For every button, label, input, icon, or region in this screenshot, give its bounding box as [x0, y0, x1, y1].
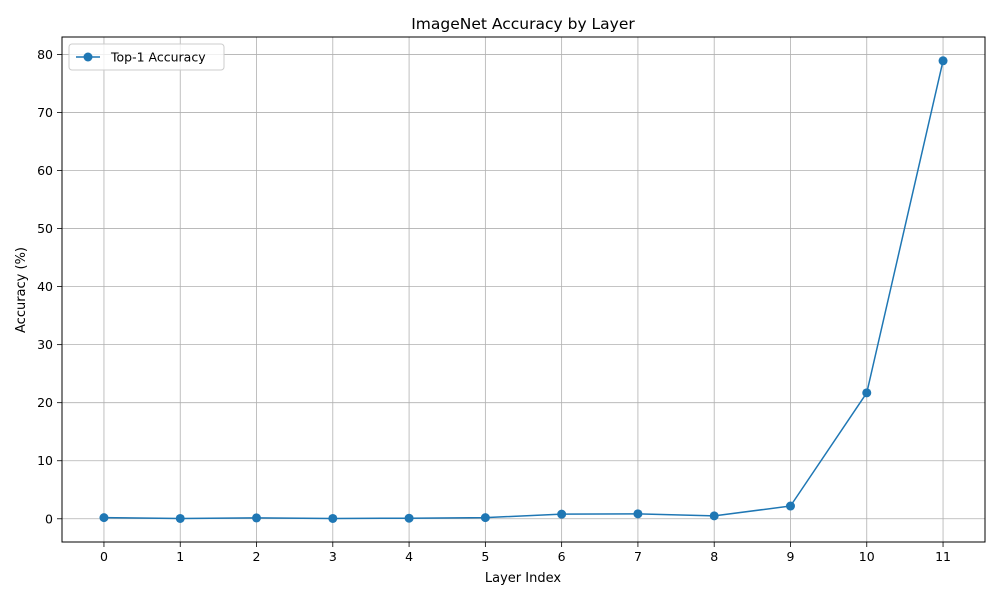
data-point [862, 388, 872, 398]
data-point [633, 509, 643, 519]
x-axis-ticks: 0 1 2 3 4 5 6 7 8 9 10 11 [100, 542, 951, 564]
x-tick-label: 10 [859, 549, 875, 564]
y-tick-label: 20 [37, 395, 53, 410]
x-tick-label: 5 [481, 549, 489, 564]
series-line [103, 60, 944, 520]
data-point [99, 513, 109, 523]
data-point [252, 513, 262, 523]
data-point [938, 56, 948, 66]
y-tick-label: 10 [37, 453, 53, 468]
x-tick-label: 11 [935, 549, 951, 564]
y-tick-label: 70 [37, 105, 53, 120]
x-axis-label: Layer Index [485, 571, 561, 586]
x-tick-label: 1 [176, 549, 184, 564]
y-tick-label: 40 [37, 279, 53, 294]
legend-box [68, 43, 225, 71]
legend-marker-swatch [83, 52, 93, 62]
legend: Top-1 Accuracy [68, 43, 225, 71]
chart-title: ImageNet Accuracy by Layer [411, 15, 635, 33]
data-point [480, 513, 490, 523]
y-axis-ticks: 0 10 20 30 40 50 60 70 80 [37, 47, 62, 526]
y-tick-label: 0 [45, 511, 53, 526]
data-point [328, 513, 338, 523]
y-axis-label: Accuracy (%) [14, 247, 29, 333]
legend-entry-top-1-accuracy: Top-1 Accuracy [110, 50, 206, 65]
x-tick-label: 6 [558, 549, 566, 564]
x-tick-label: 9 [787, 549, 795, 564]
x-tick-label: 3 [329, 549, 337, 564]
data-point [785, 501, 795, 511]
x-tick-label: 4 [405, 549, 413, 564]
x-tick-label: 8 [710, 549, 718, 564]
y-tick-label: 80 [37, 47, 53, 62]
data-point [709, 511, 719, 521]
x-tick-label: 2 [253, 549, 261, 564]
x-tick-label: 7 [634, 549, 642, 564]
y-tick-label: 30 [37, 337, 53, 352]
data-point [557, 509, 567, 519]
data-point [175, 513, 185, 523]
series-layer [99, 56, 948, 523]
plot-area [62, 37, 985, 542]
plot-frame [61, 36, 986, 543]
y-tick-label: 60 [37, 163, 53, 178]
data-point [404, 513, 414, 523]
y-tick-label: 50 [37, 221, 53, 236]
x-tick-label: 0 [100, 549, 108, 564]
